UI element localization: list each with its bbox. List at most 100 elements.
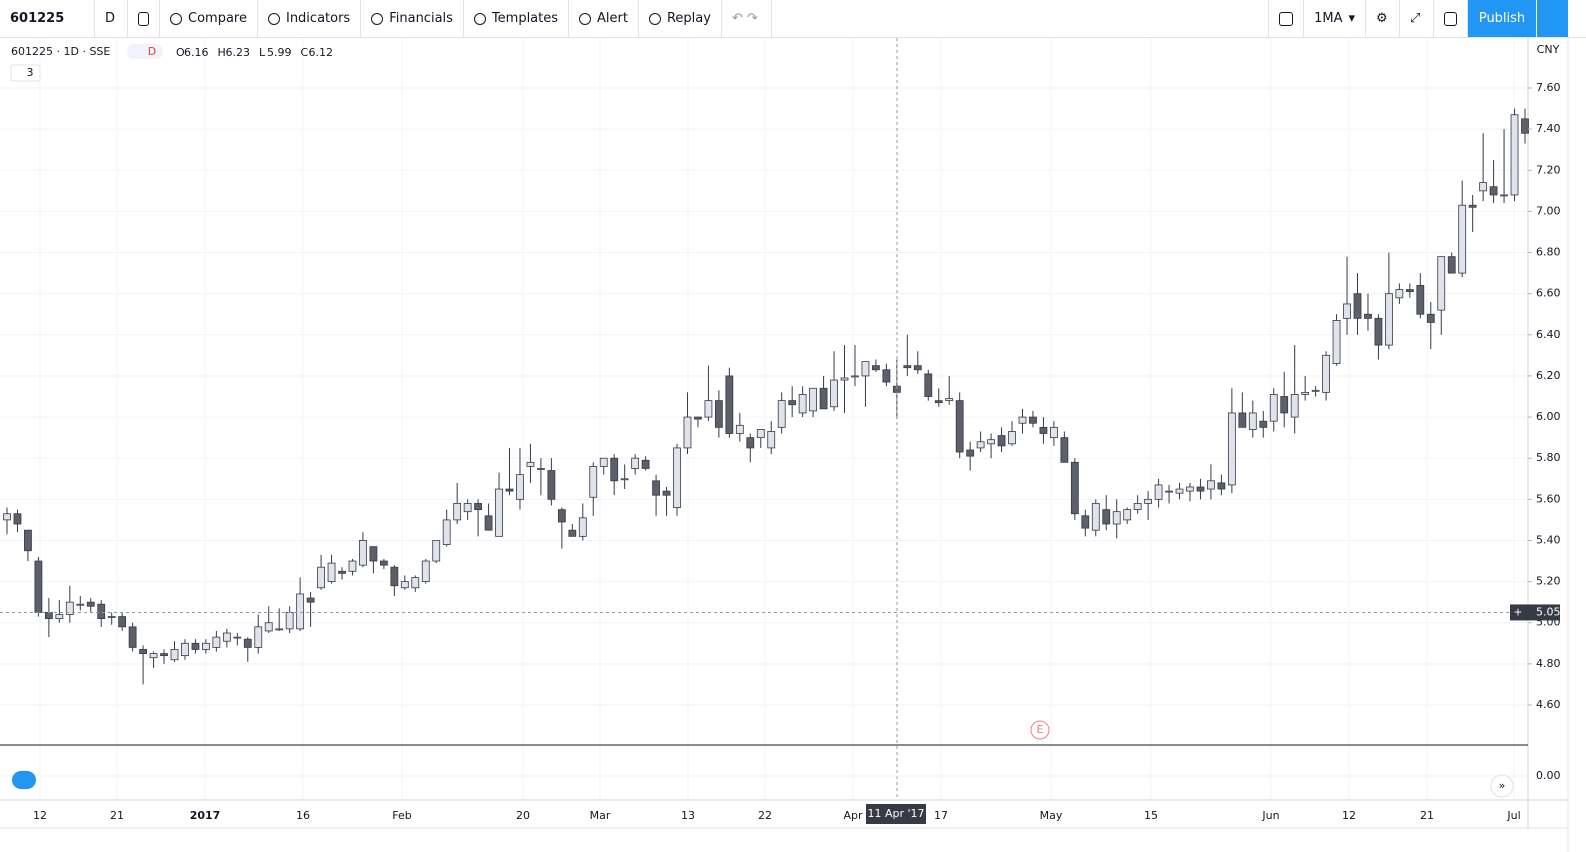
candle-body	[1091, 503, 1100, 531]
candle-body	[955, 400, 964, 453]
time-label: Mar	[590, 809, 611, 822]
candle-body	[1081, 515, 1090, 529]
candle-body	[254, 626, 263, 648]
time-label: 12	[33, 809, 47, 822]
candle-body	[44, 612, 53, 620]
candle-body	[1248, 412, 1257, 430]
event-marker	[1030, 720, 1050, 740]
toolbar-button[interactable]: Alert	[569, 0, 639, 38]
candle-body	[97, 603, 106, 620]
button-label: Financials	[389, 11, 453, 26]
candle-body	[107, 616, 116, 618]
candle-body	[65, 601, 74, 615]
time-label: 15	[1144, 809, 1158, 822]
time-label: 20	[516, 809, 530, 822]
interval[interactable]: D	[95, 0, 128, 38]
candle-body	[966, 449, 975, 457]
legend-badge-bg	[127, 44, 163, 59]
candle-body	[526, 461, 535, 467]
price-tick-label: 6.80	[1536, 246, 1561, 259]
candle-body	[830, 379, 838, 408]
icon	[138, 11, 149, 26]
candle-body	[767, 431, 776, 449]
legend-badge: D	[148, 45, 156, 58]
price-tick-label: 4.60	[1536, 698, 1561, 711]
candle-body	[1039, 426, 1048, 434]
layout[interactable]: 1MA ▾	[1304, 0, 1366, 38]
price-tick-label: 5.40	[1536, 533, 1561, 546]
candle-body	[359, 540, 367, 566]
toolbar-button[interactable]: Compare	[160, 0, 258, 38]
symbol-search[interactable]: 601225	[0, 0, 95, 38]
candle-body	[756, 429, 765, 439]
toolbar-button[interactable]: Financials	[361, 0, 464, 38]
candle-body	[1049, 426, 1058, 439]
candle-body	[1269, 394, 1278, 422]
candle-body	[13, 513, 22, 525]
button-label: Replay	[666, 11, 711, 26]
candle-body	[1479, 182, 1488, 192]
candle-body	[1112, 511, 1121, 525]
candle-body	[1175, 488, 1184, 494]
fullscreen[interactable]: ⤢	[1400, 0, 1434, 38]
collapse-box	[10, 64, 41, 82]
candle-body	[327, 562, 336, 583]
time-label: 13	[681, 809, 695, 822]
last-price-label: 5.05	[1536, 605, 1561, 618]
toolbar: 601225 D Compare Indicators Financials Temp…	[0, 0, 1586, 38]
candle-body	[1364, 313, 1372, 319]
chart-style[interactable]	[128, 0, 160, 38]
candle-body	[1405, 289, 1414, 293]
candle-body	[24, 529, 32, 552]
candle-body	[809, 387, 818, 412]
publish-button[interactable]: Publish	[1468, 0, 1536, 37]
price-tick-label: 5.80	[1536, 451, 1561, 464]
price-tick-label: 7.40	[1536, 122, 1561, 135]
ohlc-key: O	[176, 46, 185, 59]
undo-redo[interactable]: ↶ ↷	[722, 0, 772, 38]
time-label: 22	[758, 809, 772, 822]
snapshot[interactable]	[1434, 0, 1468, 38]
crosshair-date-box	[866, 804, 926, 824]
candle-body	[631, 457, 640, 469]
candle-body	[400, 581, 409, 589]
candle-body	[1374, 317, 1383, 346]
candle-body	[139, 649, 147, 654]
ohlc-value: 6.12	[309, 46, 334, 59]
candle-body	[1102, 509, 1111, 525]
time-label: 17	[934, 809, 948, 822]
candle-body	[882, 369, 891, 383]
candle-body	[442, 519, 451, 545]
candle-body	[610, 457, 619, 482]
toolbar-button[interactable]: Indicators	[258, 0, 362, 38]
candle-body	[683, 416, 692, 449]
chart-bg	[0, 38, 1586, 852]
candle-body	[1343, 303, 1351, 319]
layout-toggle[interactable]	[1268, 0, 1305, 38]
toolbar-button[interactable]: Replay	[639, 0, 722, 38]
candle-body	[463, 503, 472, 513]
candle-body	[620, 478, 629, 481]
candle-body	[1332, 320, 1341, 364]
candle-body	[76, 603, 85, 606]
candle-body	[432, 540, 441, 562]
candle-body	[1510, 114, 1519, 196]
candle-body	[903, 365, 912, 369]
candle-body	[1468, 204, 1477, 208]
candle-body	[1395, 289, 1404, 299]
candle-body	[202, 642, 210, 650]
price-tick-label: 5.20	[1536, 575, 1561, 588]
toolbar-button[interactable]: Templates	[464, 0, 570, 38]
ohlc-key: C	[301, 46, 309, 59]
play-button[interactable]	[1537, 0, 1568, 37]
time-label: Feb	[392, 809, 411, 822]
candle-body	[1311, 389, 1320, 392]
collapse-count: 3	[27, 66, 34, 79]
candle-body	[1426, 313, 1435, 323]
candle-body	[264, 622, 273, 632]
time-label: Jul	[1506, 809, 1520, 822]
settings[interactable]: ⚙	[1366, 0, 1400, 38]
candle-body	[191, 642, 200, 650]
candle-body	[1385, 293, 1393, 346]
candle-body	[704, 400, 713, 418]
